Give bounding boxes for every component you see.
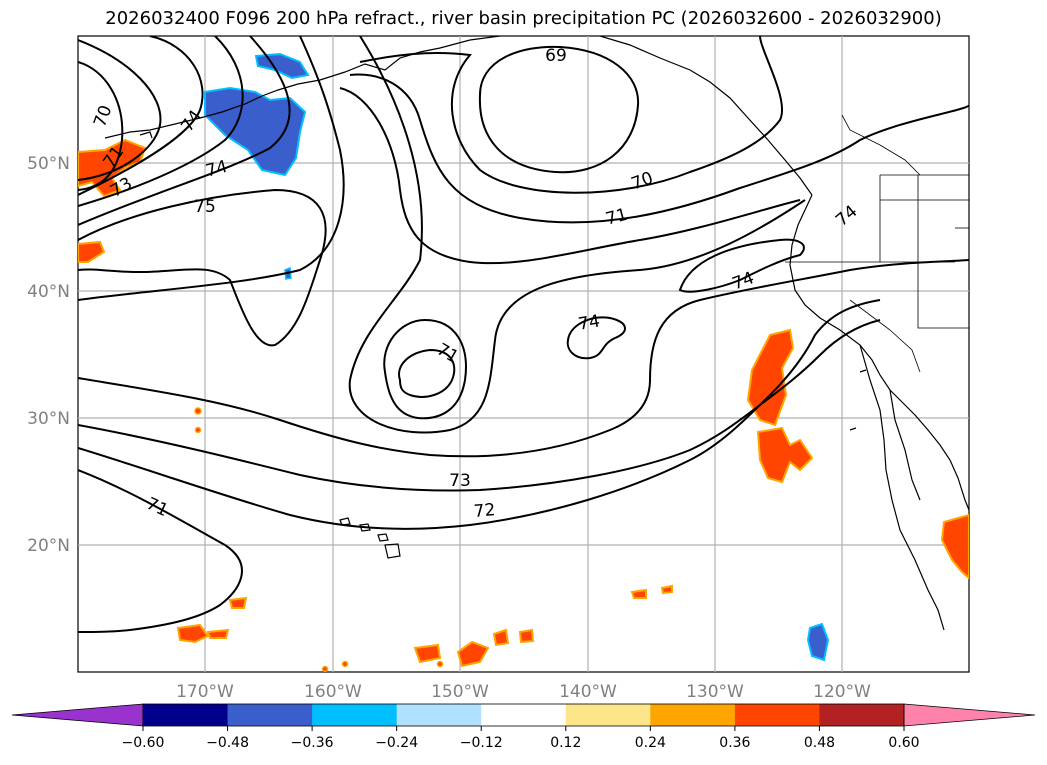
- lon-label-150w: 150°W: [431, 682, 489, 702]
- lon-label-170w: 170°W: [176, 682, 234, 702]
- map-panel: 69 70 70 71 71 71 71 72 73 73 74 74 74 7…: [77, 35, 970, 673]
- lon-label-130w: 130°W: [686, 682, 744, 702]
- contour-72-loop: [383, 318, 467, 420]
- colorbar-extend-low: [11, 703, 144, 727]
- lat-label-50n: 50°N: [27, 154, 70, 174]
- precip-area-mexico: [940, 513, 969, 580]
- precip-area-south-9: [660, 584, 673, 595]
- contour-71-west: [78, 39, 162, 181]
- colorbar-tick-label: −0.60: [122, 735, 165, 751]
- colorbar-tick-label: −0.48: [206, 735, 249, 751]
- contour-label: 75: [194, 197, 216, 217]
- coastlines: [104, 36, 969, 631]
- map-title: 2026032400 F096 200 hPa refract., river …: [105, 8, 942, 29]
- contour-73-west: [78, 36, 244, 207]
- contour-72-north: [339, 87, 801, 265]
- political-borders: [785, 114, 969, 373]
- colorbar-extend-high: [903, 703, 1036, 727]
- precip-area-south-5: [518, 628, 535, 644]
- precip-area-baja-west: [806, 622, 830, 662]
- precip-area-south-2: [413, 643, 442, 664]
- contour-label: 72: [473, 500, 496, 522]
- contour-73-mid: [348, 36, 806, 434]
- colorbar-segment: [650, 704, 736, 726]
- contour-74-west-south: [78, 36, 345, 301]
- contour-74-west: [78, 36, 291, 226]
- colorbar-tick-label: 0.12: [550, 735, 581, 751]
- colorbar-segment: [734, 704, 820, 726]
- contour-71-loop: [398, 348, 456, 398]
- contour-70-north: [359, 36, 783, 194]
- lat-label-20n: 20°N: [27, 536, 70, 556]
- contour-71-south: [78, 469, 243, 633]
- contour-label: 74: [577, 311, 602, 334]
- refractivity-contours: [78, 36, 969, 633]
- precip-area-dot-1: [194, 407, 202, 415]
- colorbar-segment: [481, 704, 567, 726]
- precip-area-dot-2: [194, 426, 202, 434]
- precip-area-south-4: [492, 628, 510, 647]
- precip-area-dot-4: [436, 660, 444, 668]
- precip-area-south-6: [206, 628, 230, 639]
- contour-72-west: [78, 36, 204, 196]
- colorbar-segment: [227, 704, 313, 726]
- contour-label: 73: [449, 471, 471, 491]
- colorbar-tick-label: −0.24: [375, 735, 418, 751]
- contour-75: [78, 188, 327, 347]
- contour-74-east: [678, 238, 805, 293]
- contour-74-south: [78, 259, 969, 458]
- precip-area-dot-5: [321, 665, 329, 672]
- precip-positive-areas: [78, 138, 969, 672]
- graticule: [78, 36, 969, 672]
- colorbar-tick-label: 0.36: [719, 735, 750, 751]
- lat-label-40n: 40°N: [27, 282, 70, 302]
- precip-area-baja-coast: [756, 426, 814, 484]
- colorbar-tick-label: 0.24: [635, 735, 666, 751]
- colorbar-segment: [312, 704, 398, 726]
- lon-label-160w: 160°W: [304, 682, 362, 702]
- precip-area-south-8: [630, 588, 647, 599]
- lon-label-140w: 140°W: [559, 682, 617, 702]
- precip-area-south-7: [228, 596, 248, 609]
- colorbar-segment: [396, 704, 482, 726]
- contour-74-mid: [566, 316, 626, 360]
- precip-area-south-1: [176, 623, 210, 644]
- contour-labels: 69 70 70 71 71 71 71 72 73 73 74 74 74 7…: [90, 46, 861, 522]
- longitude-labels: 170°W 160°W 150°W 140°W 130°W 120°W: [176, 682, 871, 702]
- colorbar-tick-label: −0.12: [460, 735, 503, 751]
- precip-area-california-coast: [746, 328, 795, 427]
- colorbar-segment: [565, 704, 651, 726]
- contour-71-north: [349, 73, 969, 224]
- precip-area-south-3: [456, 640, 490, 668]
- contour-72-south: [78, 299, 881, 530]
- lat-label-30n: 30°N: [27, 409, 70, 429]
- contour-label: 69: [545, 46, 567, 66]
- precip-area-dot-3: [341, 660, 349, 668]
- contour-69: [478, 45, 640, 174]
- colorbar-segment: [819, 704, 905, 726]
- colorbar-tick-label: 0.60: [888, 735, 919, 751]
- colorbar-segment: [143, 704, 229, 726]
- lon-label-120w: 120°W: [813, 682, 871, 702]
- colorbar-tick-label: 0.48: [804, 735, 835, 751]
- colorbar: −0.60 −0.48 −0.36 −0.24 −0.12 0.12 0.24 0.36 0.4…: [11, 703, 1036, 751]
- colorbar-tick-label: −0.36: [291, 735, 334, 751]
- latitude-labels: 50°N 40°N 30°N 20°N: [27, 154, 70, 556]
- precip-area-west-edge: [78, 240, 106, 263]
- contour-73-south: [78, 319, 881, 492]
